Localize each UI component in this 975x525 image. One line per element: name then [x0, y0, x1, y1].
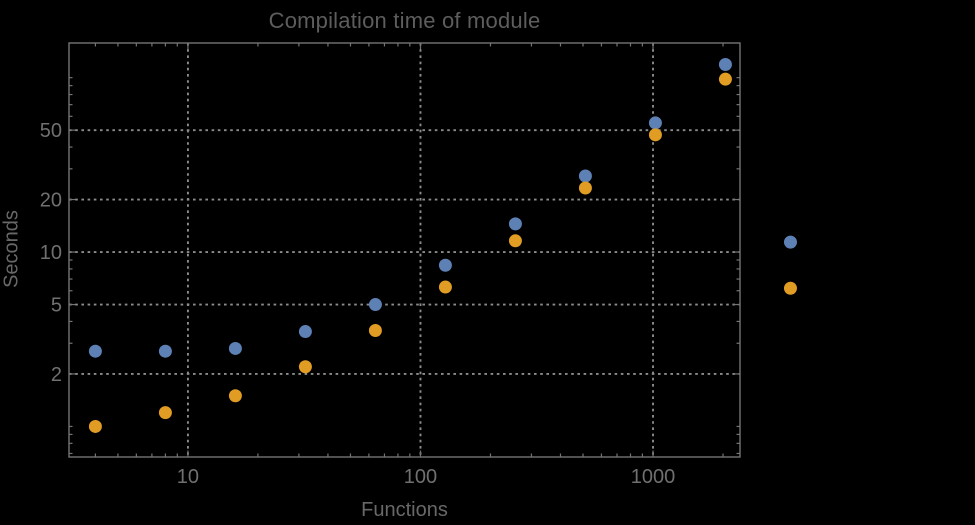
data-point-series-blue [718, 57, 732, 71]
data-point-series-orange [88, 419, 102, 433]
y-tick-label: 50 [40, 120, 62, 142]
y-tick-label: 5 [51, 295, 62, 317]
y-tick-label: 10 [40, 242, 62, 264]
data-point-series-orange [648, 128, 662, 142]
data-point-series-blue [88, 344, 102, 358]
data-point-series-blue [648, 116, 662, 130]
data-point-series-blue [228, 341, 242, 355]
x-tick-label: 1000 [631, 466, 676, 488]
data-point-series-blue [438, 258, 452, 272]
data-point-series-blue [368, 298, 382, 312]
data-point-series-blue [508, 217, 522, 231]
x-tick-label: 10 [177, 466, 199, 488]
legend-marker-series-orange [783, 281, 797, 295]
data-point-series-orange [298, 360, 312, 374]
data-point-series-orange [508, 234, 522, 248]
data-point-series-blue [298, 325, 312, 339]
y-tick-label: 2 [51, 364, 62, 386]
data-point-series-orange [228, 389, 242, 403]
data-point-series-orange [438, 280, 452, 294]
data-point-series-orange [368, 323, 382, 337]
chart-title: Compilation time of module [268, 8, 541, 33]
data-point-series-orange [578, 181, 592, 195]
x-axis-label: Functions [361, 499, 448, 521]
data-point-series-orange [718, 72, 732, 86]
y-tick-label: 20 [40, 190, 62, 212]
x-tick-label: 100 [404, 466, 437, 488]
legend-marker-series-blue [783, 235, 797, 249]
data-point-series-orange [158, 406, 172, 420]
data-point-series-blue [158, 344, 172, 358]
plot-frame [68, 42, 741, 458]
data-point-series-blue [578, 169, 592, 183]
